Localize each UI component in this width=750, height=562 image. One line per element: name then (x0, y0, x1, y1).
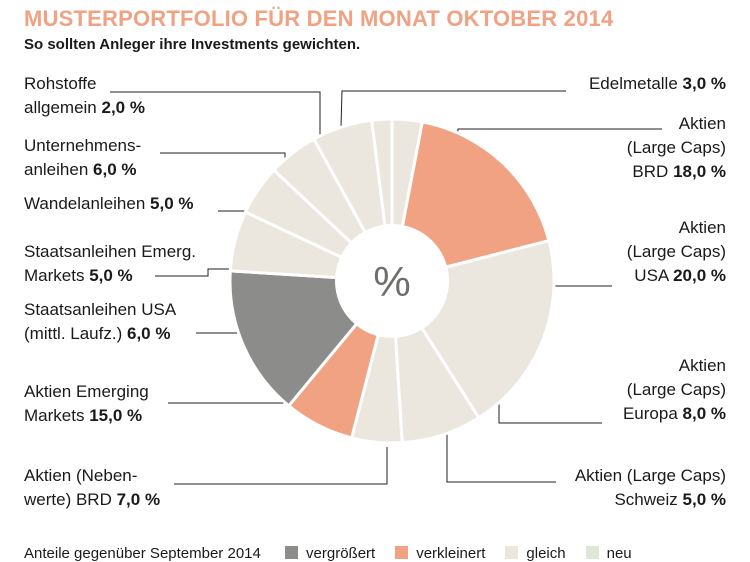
leader-line-4 (498, 396, 602, 424)
slice-value: 2,0 % (101, 98, 145, 117)
legend-swatch (395, 546, 409, 559)
slice-label-3: Aktien (Large Caps) USA 20,0 % (627, 216, 726, 288)
slice-label-text: Aktien (678, 114, 726, 133)
slice-label-text: (Large Caps) (626, 380, 726, 399)
leader-line-1 (340, 90, 566, 128)
legend-title: Anteile gegenüber September 2014 (24, 545, 261, 562)
slice-value: 3,0 % (682, 74, 726, 93)
slice-label-text: Rohstoffe (24, 74, 97, 93)
slice-label-text: Markets (24, 406, 85, 425)
legend-swatch (505, 546, 519, 559)
slice-label-10: Wandelanleihen 5,0 % (24, 192, 194, 216)
legend-item-same: gleich (505, 545, 566, 562)
slice-value: 18,0 % (673, 162, 726, 181)
slice-label-text: Aktien Emerging (24, 382, 149, 401)
leader-line-5 (446, 432, 556, 483)
slice-label-text: Schweiz (614, 490, 678, 509)
donut-hole (335, 224, 449, 338)
slice-label-text: BRD (632, 162, 669, 181)
leader-line-6 (174, 447, 388, 485)
slice-label-5: Aktien (Large Caps) Schweiz 5,0 % (575, 464, 726, 512)
legend-item-new: neu (585, 545, 632, 562)
slice-label-text: (Large Caps) (626, 242, 726, 261)
slice-label-text: Staatsanleihen Emerg. (24, 242, 196, 261)
legend-label: neu (606, 545, 632, 562)
slice-label-text: Unternehmens- (24, 136, 142, 155)
slice-label-text: Europa (622, 404, 678, 423)
slice-label-text: Aktien (678, 356, 726, 375)
slice-label-text: Wandelanleihen (24, 194, 146, 213)
leader-line-11 (160, 152, 286, 163)
legend-label: verkleinert (416, 545, 486, 562)
legend-item-increased: vergrößert (285, 545, 375, 562)
slice-label-text: USA (634, 266, 669, 285)
slice-label-4: Aktien (Large Caps) Europa 8,0 % (623, 354, 726, 426)
slice-label-12: Rohstoffe allgemein 2,0 % (24, 72, 145, 120)
slice-value: 6,0 % (126, 324, 171, 343)
slice-label-2: Aktien (Large Caps) BRD 18,0 % (627, 112, 726, 184)
slice-value: 7,0 % (116, 490, 161, 509)
slice-label-text: anleihen (24, 160, 89, 179)
slice-value: 15,0 % (89, 406, 143, 425)
slice-value: 8,0 % (682, 404, 726, 423)
leader-line-9 (155, 268, 237, 277)
slice-value: 5,0 % (150, 194, 194, 213)
slice-value: 20,0 % (673, 266, 726, 285)
slice-label-text: Aktien (Neben- (24, 466, 138, 485)
chart-title: MUSTERPORTFOLIO FÜR DEN MONAT OKTOBER 20… (24, 6, 614, 31)
slice-value: 5,0 % (89, 266, 133, 285)
slice-label-7: Aktien Emerging Markets 15,0 % (24, 380, 149, 428)
slice-label-6: Aktien (Neben-werte) BRD 7,0 % (24, 464, 160, 512)
slice-label-text: Markets (24, 266, 85, 285)
slice-label-11: Unternehmens-anleihen 6,0 % (24, 134, 141, 182)
chart-subtitle: So sollten Anleger ihre Investments gewi… (24, 36, 361, 53)
slice-label-text: (Large Caps) (626, 138, 726, 157)
center-label: % (373, 258, 410, 305)
legend-item-decreased: verkleinert (395, 545, 485, 562)
slice-value: 5,0 % (682, 490, 726, 509)
slice-label-text: Edelmetalle (588, 74, 678, 93)
legend-swatch (285, 546, 299, 559)
slice-label-text: Staatsanleihen USA (24, 300, 177, 319)
slice-value: 6,0 % (93, 160, 137, 179)
slice-label-text: Aktien (678, 218, 726, 237)
legend-label: gleich (526, 545, 566, 562)
legend-label: vergrößert (306, 545, 376, 562)
slice-label-text: Aktien (Large Caps) (574, 466, 726, 485)
slice-label-text: werte) BRD (24, 490, 112, 509)
slice-label-1: Edelmetalle 3,0 % (589, 72, 726, 96)
legend: Anteile gegenüber September 2014 vergröß… (24, 545, 632, 562)
legend-swatch (585, 546, 599, 559)
leader-lines (110, 90, 662, 485)
slice-label-text: (mittl. Laufz.) (24, 324, 123, 343)
slice-label-8: Staatsanleihen USA (mittl. Laufz.) 6,0 % (24, 298, 176, 346)
leader-line-12 (110, 91, 321, 143)
slice-label-text: allgemein (24, 98, 97, 117)
slice-label-9: Staatsanleihen Emerg. Markets 5,0 % (24, 240, 196, 288)
